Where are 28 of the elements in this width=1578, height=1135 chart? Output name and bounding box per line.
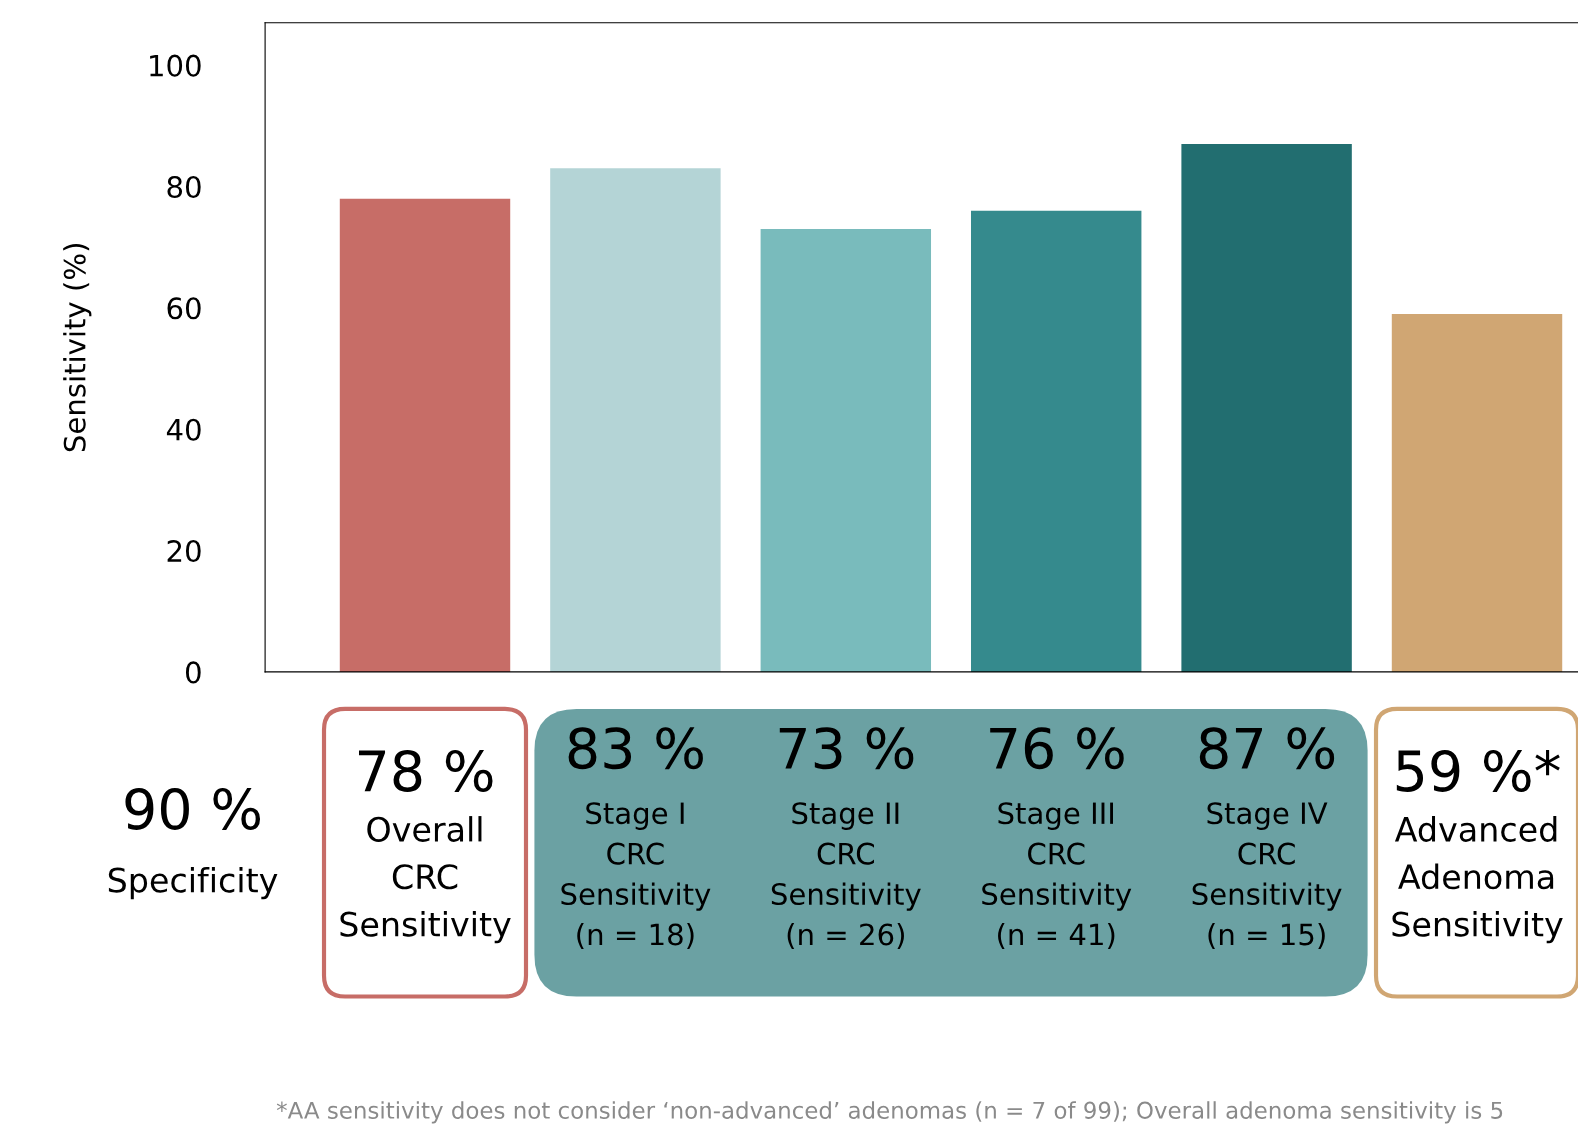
y-tick-label: 100 [150, 54, 201, 77]
bar [339, 198, 511, 672]
x-tick-label: Advanced Adenoma Sensitivity [1392, 816, 1563, 944]
data-label: 78 % [359, 749, 493, 792]
bar [760, 228, 932, 672]
bar [550, 168, 721, 672]
text: *AA sensitivity does not consider ‘non-advanced’ adenomas (n = 7 of 99); Overall adenoma sensitivity is 5 [276, 1101, 1503, 1124]
x-tick-label: Stage II CRC Sensitivity (n = 26) [771, 802, 921, 949]
bar [1181, 144, 1352, 672]
data-label: 87 % [1199, 727, 1335, 770]
data-label: 76 % [990, 727, 1124, 770]
y-tick-label: 0 [185, 661, 201, 684]
text: Specificity [108, 866, 278, 900]
data-label: 59 %* [1396, 749, 1560, 792]
data-label: 83 % [568, 727, 703, 770]
y-tick-label: 20 [167, 540, 201, 563]
x-tick-label: Stage IV CRC Sensitivity (n = 15) [1192, 802, 1342, 949]
bar [1391, 313, 1563, 672]
y-tick-label: 60 [167, 297, 201, 320]
x-tick-label: Stage III CRC Sensitivity (n = 41) [982, 802, 1132, 949]
x-tick-label: Overall CRC Sensitivity [340, 816, 511, 944]
data-label: 73 % [779, 727, 914, 770]
x-tick-label: Stage I CRC Sensitivity (n = 18) [561, 802, 711, 949]
y-tick-label: 80 [167, 175, 201, 199]
bar [971, 210, 1142, 672]
y-tick-label: 40 [166, 418, 201, 441]
y-axis-title: Sensitivity (%) [63, 244, 92, 452]
text: 90 % [125, 787, 261, 830]
